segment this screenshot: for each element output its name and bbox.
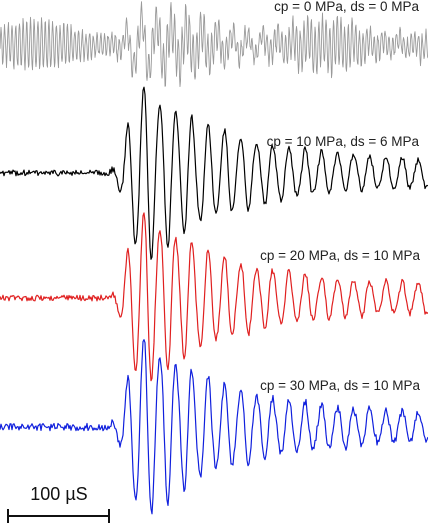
scale-bar: 100 µS (7, 484, 110, 523)
trace-label-4: cp = 30 MPa, ds = 10 MPa (260, 378, 420, 393)
trace-label-1: cp = 0 MPa, ds = 0 MPa (274, 0, 419, 14)
waveform-trace-1 (0, 1, 428, 88)
trace-label-2: cp = 10 MPa, ds = 6 MPa (267, 134, 420, 149)
waveform-trace-2 (0, 86, 428, 260)
scale-bar-label: 100 µS (30, 484, 87, 504)
trace-label-group: cp = 0 MPa, ds = 0 MPa cp = 10 MPa, ds = … (260, 0, 420, 393)
trace-label-3: cp = 20 MPa, ds = 10 MPa (260, 248, 420, 263)
waveform-trace-3 (0, 212, 428, 382)
waveform-trace-4 (0, 339, 428, 515)
